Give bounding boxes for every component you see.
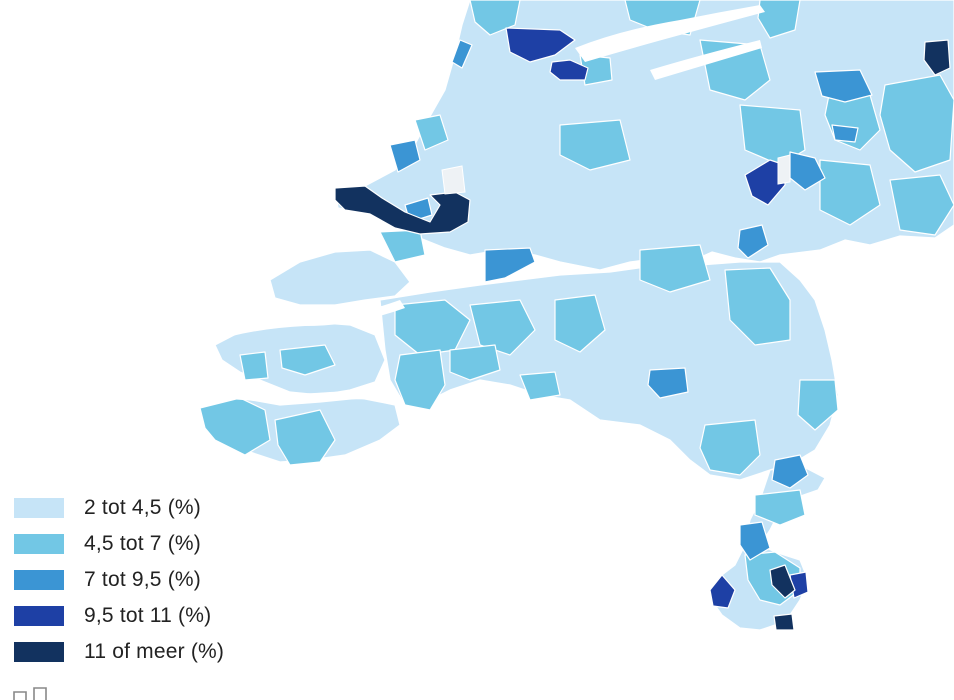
water	[575, 5, 765, 62]
region[interactable]	[389, 139, 421, 173]
region[interactable]	[414, 114, 449, 151]
water	[230, 300, 405, 336]
region[interactable]	[831, 124, 859, 143]
legend-item[interactable]: 11 of meer (%)	[14, 634, 224, 670]
region[interactable]	[814, 69, 873, 103]
legend-label: 7 tot 9,5 (%)	[84, 568, 201, 591]
region[interactable]	[699, 419, 761, 476]
region-no-data[interactable]	[441, 165, 466, 195]
legend-item[interactable]: 4,5 tot 7 (%)	[14, 526, 224, 562]
region[interactable]	[469, 0, 521, 36]
map-regions-lvl5	[334, 39, 951, 631]
region[interactable]	[739, 521, 771, 561]
region[interactable]	[889, 174, 954, 236]
region[interactable]	[724, 267, 791, 346]
legend-swatch	[14, 606, 64, 626]
region[interactable]	[484, 247, 536, 283]
region[interactable]	[505, 27, 576, 63]
map-no-data	[441, 154, 791, 195]
region[interactable]	[744, 159, 786, 206]
legend-swatch	[14, 534, 64, 554]
region[interactable]	[549, 59, 589, 81]
region[interactable]	[879, 74, 954, 173]
legend-label: 2 tot 4,5 (%)	[84, 496, 201, 519]
legend-swatch	[14, 498, 64, 518]
legend-item[interactable]: 2 tot 4,5 (%)	[14, 490, 224, 526]
region[interactable]	[519, 371, 561, 401]
region[interactable]	[279, 344, 336, 376]
region[interactable]	[647, 367, 689, 399]
region[interactable]	[819, 159, 881, 226]
water	[650, 40, 762, 80]
legend-label: 4,5 tot 7 (%)	[84, 532, 201, 555]
region[interactable]	[449, 344, 501, 381]
legend: 2 tot 4,5 (%) 4,5 tot 7 (%) 7 tot 9,5 (%…	[14, 490, 224, 670]
region[interactable]	[394, 349, 446, 411]
region[interactable]	[757, 0, 801, 39]
region[interactable]	[709, 574, 736, 609]
map-regions-lvl2	[199, 0, 954, 606]
region[interactable]	[769, 564, 796, 599]
region-zeeland-north[interactable]	[269, 249, 411, 306]
region[interactable]	[771, 454, 809, 489]
legend-swatch	[14, 570, 64, 590]
region[interactable]	[559, 119, 631, 171]
water	[220, 391, 400, 402]
legend-item[interactable]: 9,5 tot 11 (%)	[14, 598, 224, 634]
region[interactable]	[773, 613, 795, 631]
legend-item[interactable]: 7 tot 9,5 (%)	[14, 562, 224, 598]
region[interactable]	[754, 489, 806, 526]
map-water	[220, 5, 765, 402]
region[interactable]	[334, 185, 471, 235]
map-regions-lvl4	[505, 27, 809, 609]
region[interactable]	[379, 229, 426, 263]
legend-label: 11 of meer (%)	[84, 640, 225, 663]
region-no-data[interactable]	[777, 154, 791, 185]
region[interactable]	[239, 351, 269, 381]
legend-swatch	[14, 642, 64, 662]
water	[300, 238, 380, 250]
region[interactable]	[923, 39, 951, 76]
region[interactable]	[469, 299, 536, 356]
region[interactable]	[451, 39, 473, 69]
region[interactable]	[639, 244, 711, 293]
share-icon[interactable]	[12, 686, 52, 700]
region[interactable]	[797, 379, 839, 431]
region[interactable]	[737, 224, 769, 259]
region[interactable]	[274, 409, 336, 466]
legend-label: 9,5 tot 11 (%)	[84, 604, 212, 627]
region[interactable]	[554, 294, 606, 353]
